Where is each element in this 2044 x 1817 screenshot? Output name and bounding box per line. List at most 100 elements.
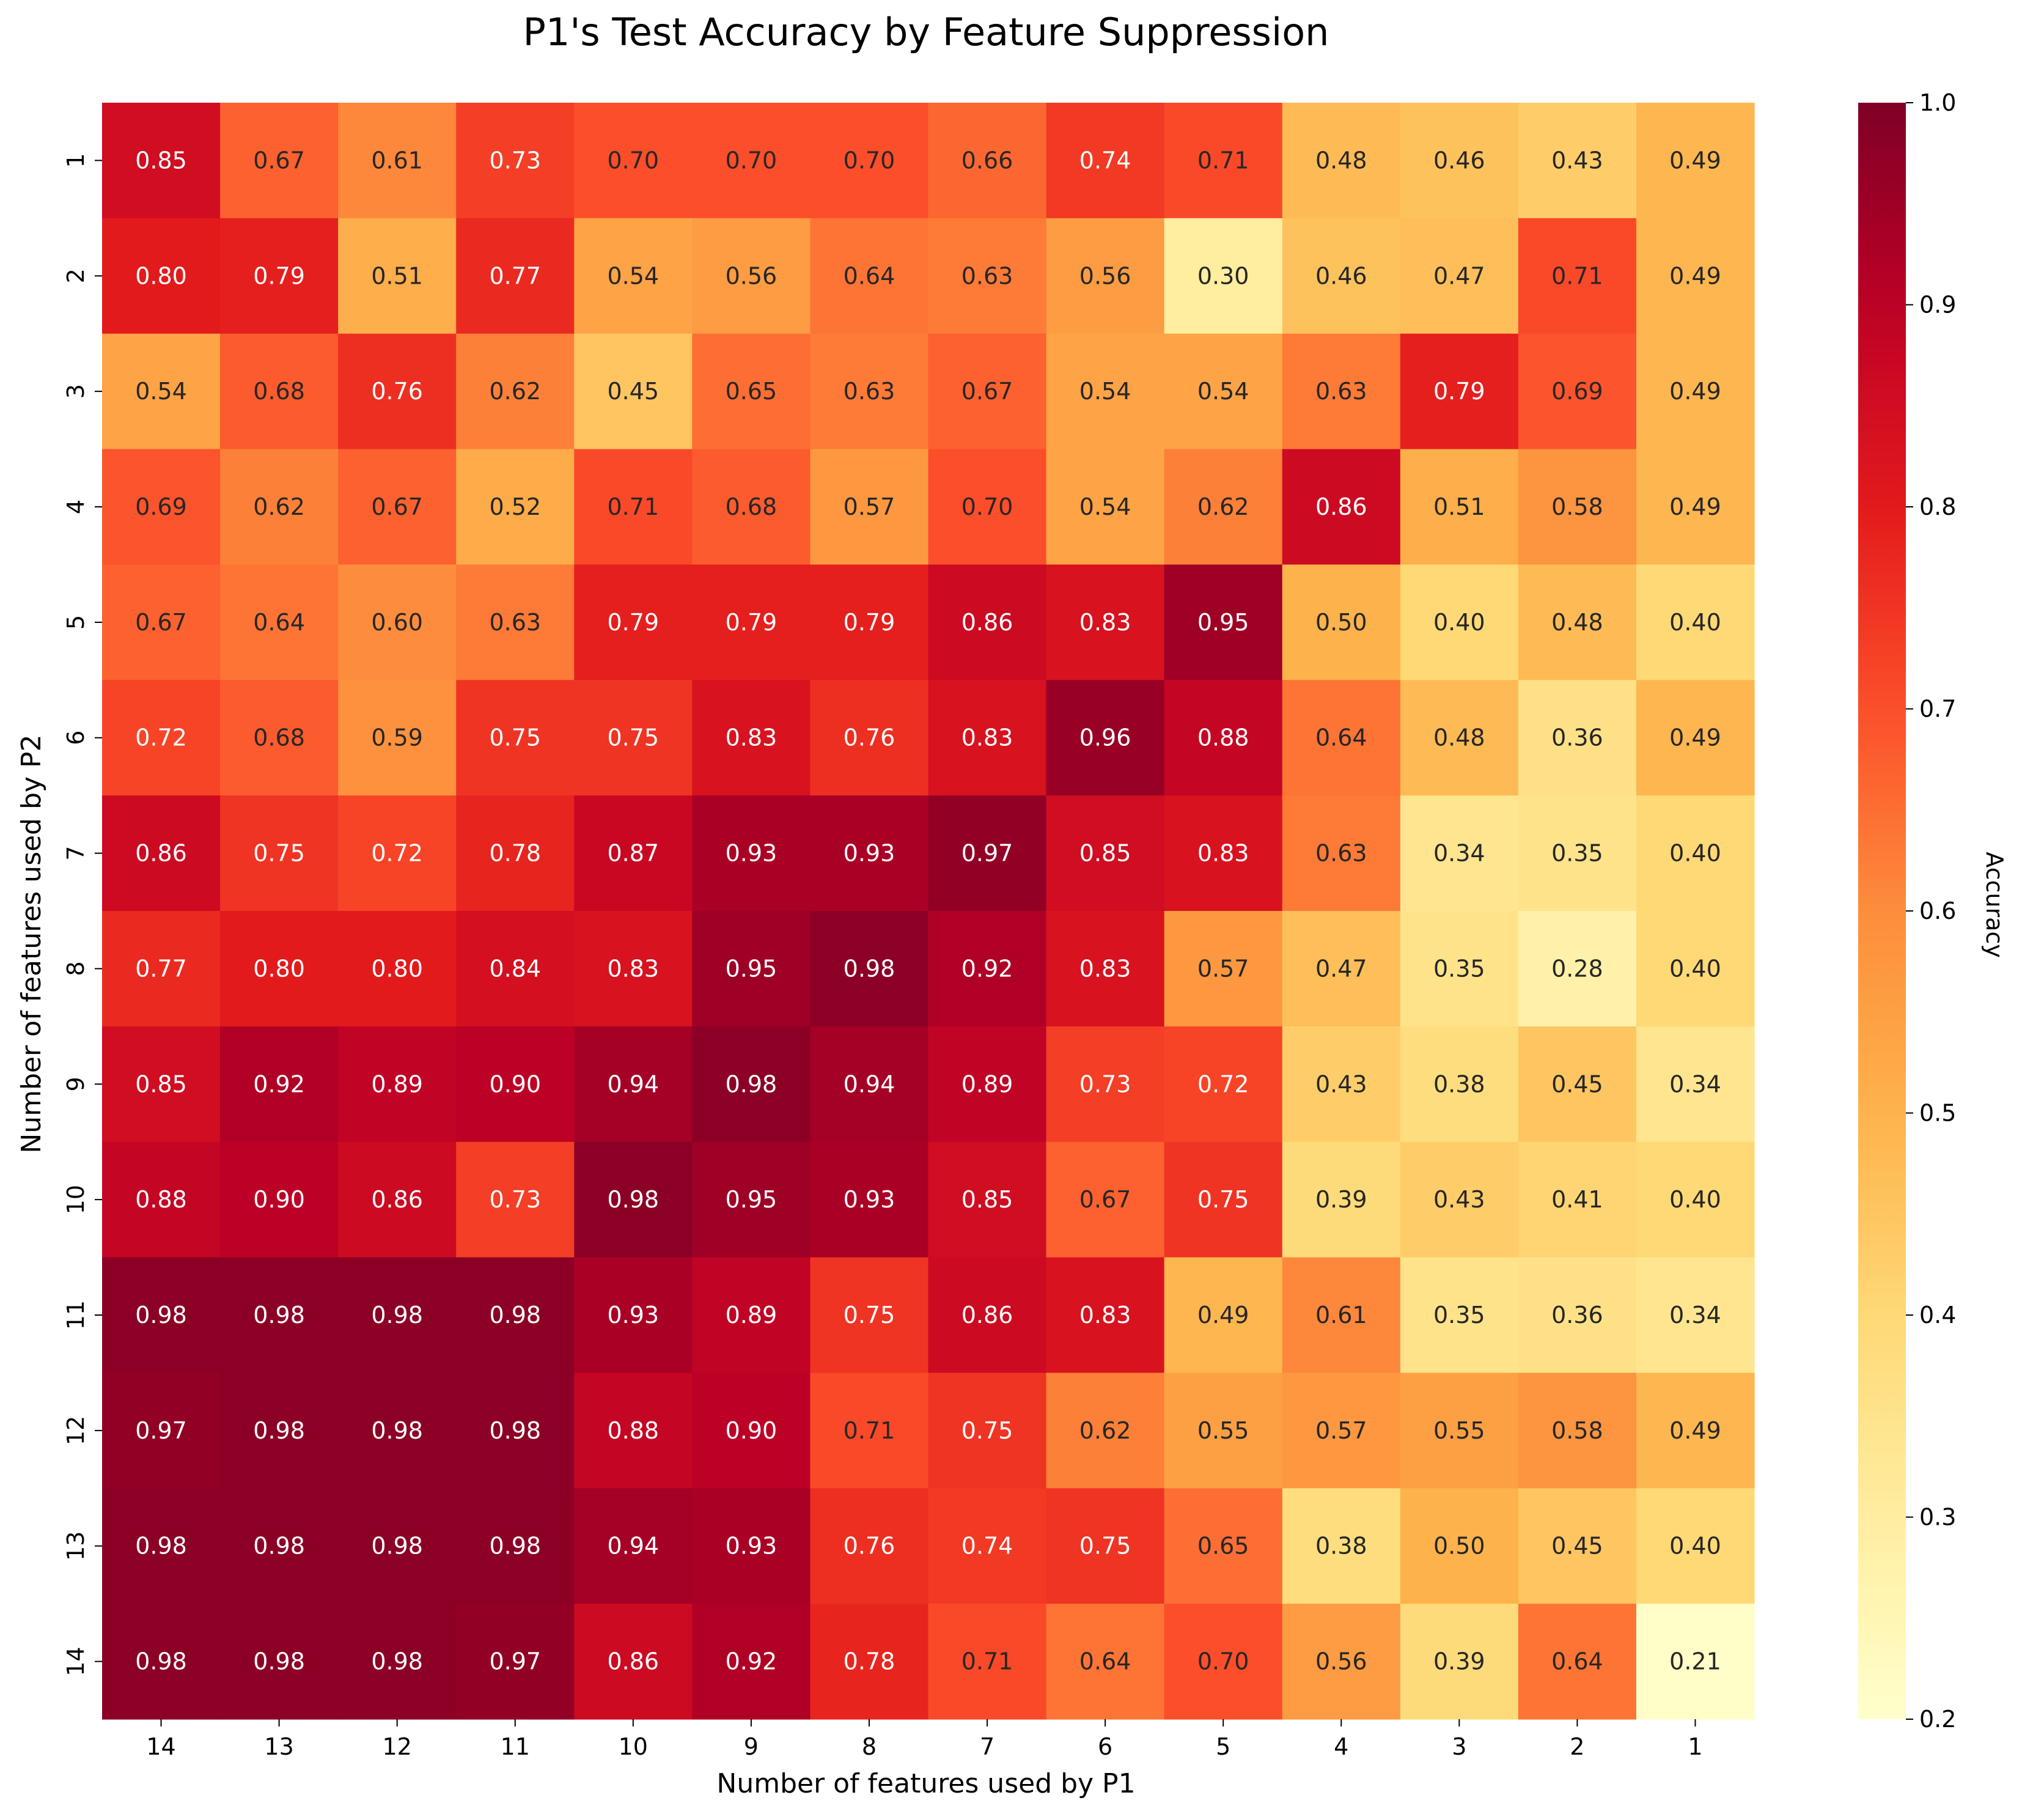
heatmap-cell [574,680,693,796]
cell-value-label: 0.85 [135,147,187,174]
heatmap-cell [102,911,221,1027]
cell-value-label: 0.78 [489,840,541,867]
cell-value-label: 0.98 [844,955,895,982]
cell-value-label: 0.96 [1079,724,1131,751]
cell-value-label: 0.63 [489,609,541,636]
heatmap-cell [220,795,339,912]
cell-value-label: 0.80 [371,955,423,982]
x-tick-label: 8 [862,1733,877,1760]
cell-value-label: 0.75 [489,724,541,751]
heatmap-cell [456,1141,575,1258]
y-tick-label: 10 [62,1185,89,1214]
cell-value-label: 0.98 [371,1533,423,1560]
heatmap-cell [1518,911,1637,1027]
x-tick-labels: 14 13 12 11 10 9 8 7 6 5 4 3 2 1 [146,1719,1703,1760]
colorbar-tick-label: 0.2 [1919,1706,1956,1733]
heatmap-cell [338,218,457,334]
x-tick-label: 5 [1216,1733,1230,1760]
cell-value-label: 0.57 [844,493,895,520]
cell-value-label: 0.98 [371,1417,423,1444]
cell-value-label: 0.70 [726,147,778,174]
cell-value-label: 0.41 [1551,1186,1603,1213]
cell-value-label: 0.67 [253,147,305,174]
cell-value-label: 0.83 [1079,609,1131,636]
heatmap-cell [338,1257,457,1374]
cell-value-label: 0.79 [844,609,895,636]
heatmap-cell [1636,680,1755,796]
heatmap-cell [1164,1604,1283,1720]
cell-value-label: 0.62 [489,378,541,405]
heatmap-cell [1636,1026,1755,1143]
cell-value-label: 0.56 [726,262,778,289]
cell-value-label: 0.94 [608,1071,660,1097]
heatmap-cell [574,1026,693,1143]
x-tick-label: 3 [1452,1733,1466,1760]
heatmap-cell [928,218,1047,334]
heatmap-cell [810,795,929,912]
heatmap-cell [1164,1141,1283,1258]
cell-value-label: 0.72 [135,724,187,751]
heatmap-cell [928,103,1047,219]
cell-value-label: 0.38 [1433,1071,1485,1097]
cell-value-label: 0.72 [1197,1071,1249,1097]
heatmap-cell [220,1373,339,1489]
cell-value-label: 0.98 [489,1533,541,1560]
cell-value-label: 0.83 [1079,1302,1131,1329]
cell-value-label: 0.68 [253,378,305,405]
heatmap-cell [456,1373,575,1489]
cell-value-label: 0.80 [135,262,187,289]
heatmap-cell [1046,1604,1165,1720]
cell-value-label: 0.49 [1669,493,1721,520]
heatmap-cell [102,333,221,450]
cell-value-label: 0.70 [1197,1648,1249,1675]
heatmap-cell [810,1604,929,1720]
heatmap-cell [1400,564,1519,680]
cell-value-label: 0.67 [371,493,423,520]
heatmap-cell [810,911,929,1027]
heatmap-cell [220,218,339,334]
heatmap-cell [456,680,575,796]
cell-value-label: 0.62 [253,493,305,520]
heatmap-cell [1282,333,1401,450]
heatmap-cell [1518,564,1637,680]
cell-value-label: 0.75 [1079,1533,1131,1560]
heatmap-cell [692,795,811,912]
cell-value-label: 0.71 [961,1648,1013,1675]
cell-value-label: 0.79 [608,609,660,636]
heatmap-cell [1400,103,1519,219]
colorbar-tick-label: 0.4 [1919,1302,1956,1329]
cell-value-label: 0.92 [253,1071,305,1097]
cell-value-label: 0.83 [961,724,1013,751]
cell-value-label: 0.95 [726,1186,778,1213]
heatmap-cell [338,680,457,796]
heatmap-cell [810,1488,929,1604]
x-tick-label: 6 [1098,1733,1112,1760]
heatmap-cell [1282,1373,1401,1489]
cell-value-label: 0.83 [1197,840,1249,867]
heatmap-cell [692,1257,811,1374]
cell-value-label: 0.54 [608,262,660,289]
heatmap-cell [1636,1257,1755,1374]
cell-value-label: 0.58 [1551,493,1603,520]
cell-value-label: 0.85 [961,1186,1013,1213]
heatmap-cell [1164,911,1283,1027]
heatmap-cell [810,1257,929,1374]
cell-value-label: 0.40 [1433,609,1485,636]
y-tick-label: 9 [62,1077,89,1091]
y-tick-label: 8 [62,961,89,976]
heatmap-cell [1518,218,1637,334]
heatmap-cell [456,795,575,912]
heatmap-cell [574,1141,693,1258]
cell-value-label: 0.49 [1669,147,1721,174]
cell-value-label: 0.97 [961,840,1013,867]
cell-value-label: 0.64 [844,262,895,289]
heatmap-cell [220,333,339,450]
cell-value-label: 0.84 [489,955,541,982]
heatmap-cell [220,1604,339,1720]
heatmap-cell [928,1026,1047,1143]
heatmap-cell [1282,564,1401,680]
cell-value-label: 0.40 [1669,840,1721,867]
heatmap-cell [338,333,457,450]
heatmap-cell [810,333,929,450]
